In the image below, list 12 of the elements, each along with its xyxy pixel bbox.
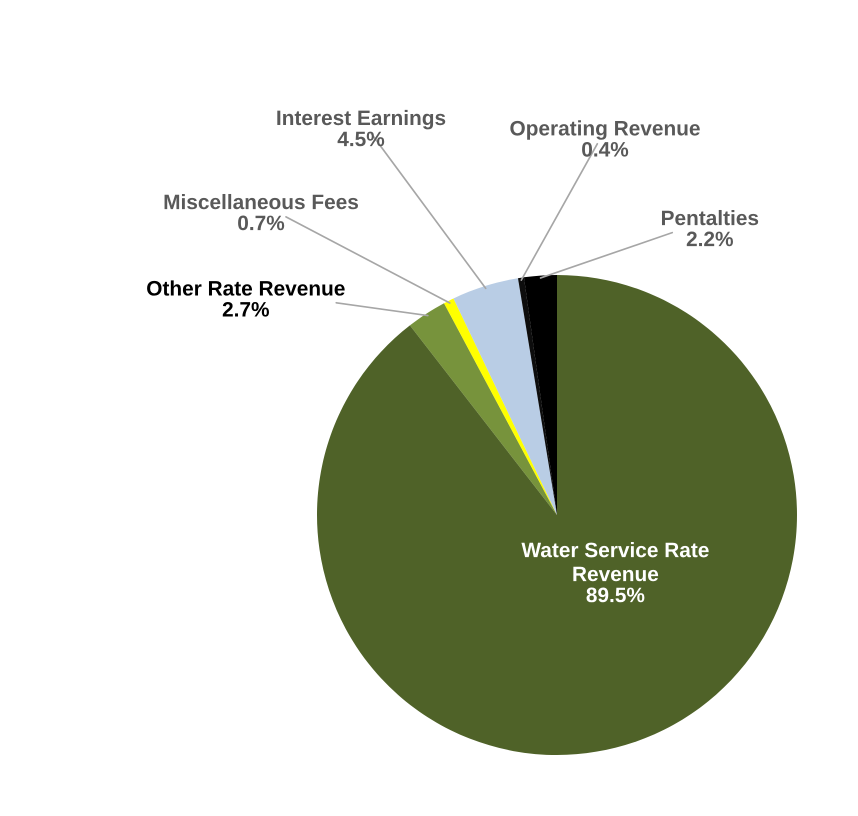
data-label: 2.2% <box>686 232 733 246</box>
data-label: 0.4% <box>582 142 628 157</box>
slice-label: Interest Earnings <box>277 110 446 130</box>
slice-label: Water Service Rate Revenue <box>521 542 709 582</box>
slice-label: Miscellaneous Fees <box>164 194 358 210</box>
data-label: 2.7% <box>222 302 269 317</box>
slice-label: Operating Revenue <box>510 120 700 140</box>
data-label: 89.5% <box>586 588 644 602</box>
data-label: 0.7% <box>238 216 284 230</box>
slice-label: Other Rate Revenue <box>147 280 345 296</box>
slice-label: Pentalties <box>662 210 758 226</box>
data-label: 4.5% <box>338 132 384 146</box>
